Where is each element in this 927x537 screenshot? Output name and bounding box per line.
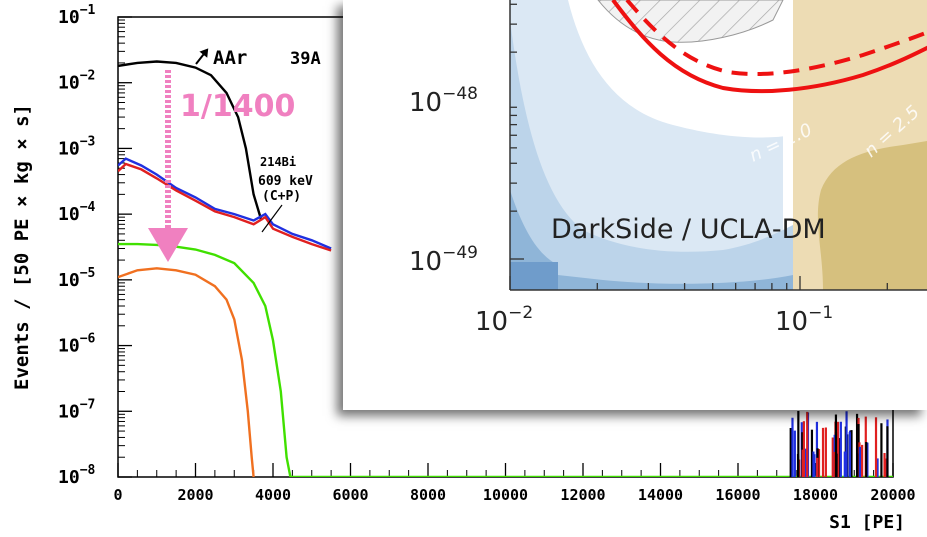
x-tick-label: 10000 [483, 486, 528, 504]
aar-arrow [195, 48, 209, 65]
exclusion-inset: n = 2.0 n = 2.5 10−48 10−49 10−2 [343, 0, 927, 410]
high-energy-tail [789, 411, 889, 477]
y-tick-label: 10−6 [58, 332, 96, 357]
inset-caption: DarkSide / UCLA-DM [551, 214, 826, 245]
x-tick-label: 16000 [715, 486, 760, 504]
inset-y-tick-49: 10−49 [409, 243, 478, 277]
y-tick-label: 10−7 [58, 397, 95, 422]
inset-y-tick-48: 10−48 [409, 84, 478, 118]
x-tick-label: 4000 [255, 486, 291, 504]
x-tick-label: 6000 [332, 486, 368, 504]
x-tick-label: 20000 [870, 486, 915, 504]
limit-curve-dashed [625, 0, 927, 76]
y-axis-ticks: 10−1 10−2 10−3 10−4 10−5 10−6 10−7 10−8 [58, 3, 132, 488]
series-line-4 [118, 267, 255, 477]
x-tick-label: 12000 [560, 486, 605, 504]
y-tick-label: 10−8 [58, 463, 96, 488]
limit-curve-solid [611, 0, 927, 94]
exclusion-chart: n = 2.0 n = 2.5 10−48 10−49 10−2 [343, 0, 927, 410]
y-tick-label: 10−2 [58, 69, 95, 94]
tan-dark-region [817, 141, 927, 290]
x-tick-label: 8000 [410, 486, 446, 504]
scaling-arrow [148, 70, 188, 262]
series-line-1 [118, 157, 332, 250]
y-tick-label: 10−5 [58, 266, 95, 291]
scaling-factor-label: 1/1400 [180, 89, 295, 124]
bi214-cp-label: (C+P) [262, 189, 301, 204]
darkest-blue-region [510, 262, 558, 290]
x-tick-label: 0 [113, 486, 122, 504]
inset-x-tick-2: 10−2 [475, 303, 533, 337]
bi214-energy-label: 609 keV [258, 174, 313, 189]
y-tick-label: 10−1 [58, 3, 96, 28]
x-axis-ticks: 0 2000 4000 6000 8000 10000 12000 14000 16000 180… [113, 463, 916, 504]
aar-label: AAr [213, 47, 247, 69]
x-axis-label: S1 [PE] [829, 512, 905, 533]
ar39-label: 39A [290, 49, 321, 69]
y-tick-label: 10−4 [58, 200, 96, 225]
series-line-2 [118, 162, 332, 252]
bi214-label: 214Bi [260, 155, 296, 169]
x-tick-label: 2000 [177, 486, 213, 504]
hatched-region [597, 0, 784, 43]
inset-axis-ticks [509, 3, 888, 290]
bi214-pointer [261, 204, 283, 233]
x-tick-label: 18000 [793, 486, 838, 504]
inset-x-tick-1: 10−1 [775, 303, 833, 337]
series-line-0 [118, 60, 263, 221]
x-tick-label: 14000 [638, 486, 683, 504]
y-tick-label: 10−3 [58, 134, 95, 159]
y-axis-label: Events / [50 PE × kg × s] [11, 104, 33, 390]
